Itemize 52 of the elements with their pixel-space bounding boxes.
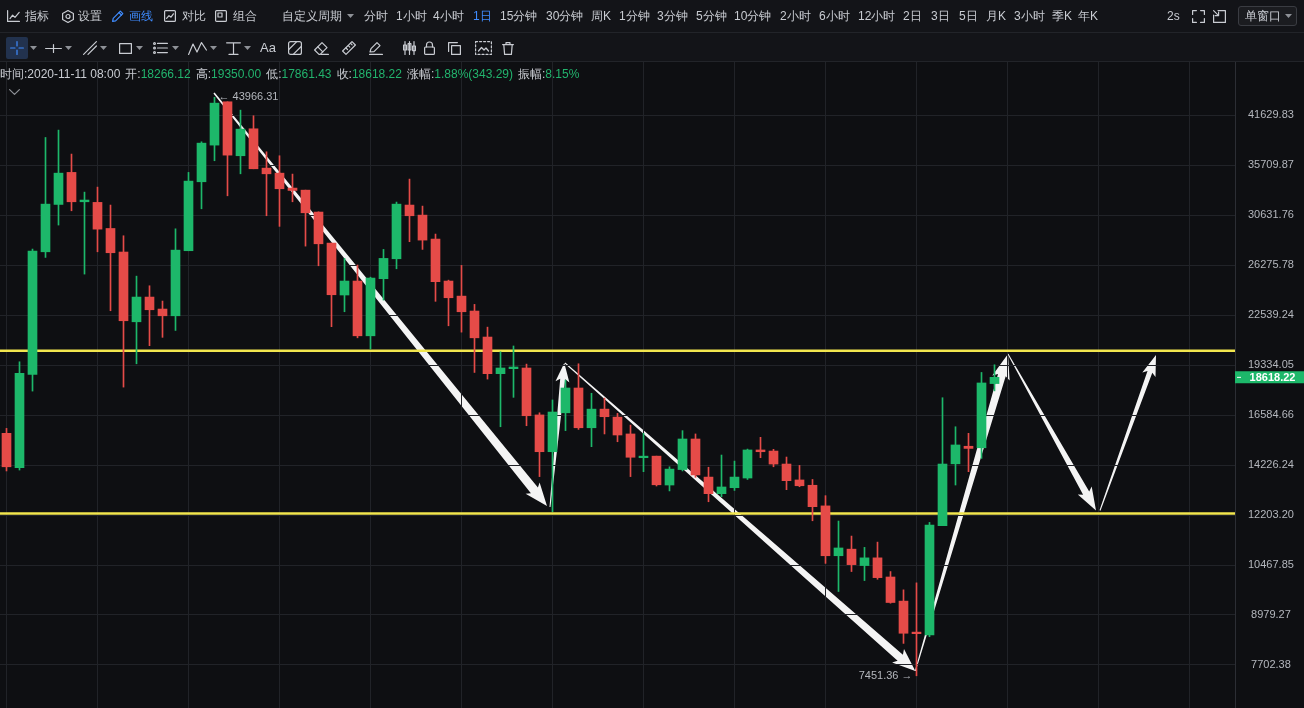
text: 3分钟 bbox=[657, 8, 688, 24]
text: 15分钟 bbox=[500, 8, 538, 24]
text: 5分钟 bbox=[696, 8, 727, 24]
annotation: 高:19350.00 bbox=[195, 66, 262, 82]
text: 4小时 bbox=[433, 8, 464, 24]
annotation: 振幅:8.15% bbox=[518, 66, 580, 82]
text: 18618.22 bbox=[1249, 370, 1296, 383]
text: 指标 bbox=[25, 8, 49, 24]
annotation: 时间:2020-11-11 08:00 bbox=[0, 66, 121, 82]
y-tick-label: 8979.27 bbox=[1251, 608, 1291, 621]
text: 季K bbox=[1052, 8, 1073, 24]
text: 设置 bbox=[78, 8, 102, 24]
text: 年K bbox=[1078, 8, 1099, 24]
text: 10分钟 bbox=[734, 8, 772, 24]
text: 分时 bbox=[364, 8, 388, 24]
text: Aa bbox=[260, 40, 276, 56]
y-tick-label: 22539.24 bbox=[1247, 308, 1294, 321]
text: 6小时 bbox=[819, 8, 850, 24]
text: 月K bbox=[986, 8, 1007, 24]
annotation: 开:18266.12 bbox=[125, 66, 191, 82]
y-tick-label: 14226.24 bbox=[1247, 458, 1294, 471]
y-tick-label: 41629.83 bbox=[1247, 108, 1294, 121]
text: 3小时 bbox=[1014, 8, 1045, 24]
y-tick-label: 26275.78 bbox=[1247, 258, 1294, 271]
text: 画线 bbox=[129, 8, 153, 24]
text: 2小时 bbox=[780, 8, 811, 24]
text: 周K bbox=[591, 8, 612, 24]
dropdown: 单窗口 bbox=[1238, 6, 1297, 26]
text: 1小时 bbox=[396, 8, 427, 24]
annotation: 低:17861.43 bbox=[266, 66, 332, 82]
annotation: 涨幅:1.88%(343.29) bbox=[406, 66, 514, 82]
y-tick-label: 35709.87 bbox=[1247, 158, 1294, 171]
text: 1日 bbox=[473, 8, 492, 24]
text: 3日 bbox=[931, 8, 950, 24]
text: 2日 bbox=[903, 8, 922, 24]
y-tick-label: 19334.05 bbox=[1247, 358, 1294, 371]
text: 组合 bbox=[233, 8, 257, 24]
y-tick-label: 16584.66 bbox=[1247, 408, 1294, 421]
text: 2s bbox=[1167, 8, 1180, 24]
text: 5日 bbox=[959, 8, 978, 24]
text: 12小时 bbox=[858, 8, 896, 24]
annotation: ← 43966.31 bbox=[218, 90, 279, 103]
annotation: 7451.36 → bbox=[858, 668, 913, 681]
text: 30分钟 bbox=[546, 8, 584, 24]
text: 1分钟 bbox=[619, 8, 650, 24]
y-tick-label: 7702.38 bbox=[1251, 658, 1291, 671]
text: 收: bbox=[336, 67, 352, 81]
text: 对比 bbox=[182, 8, 206, 24]
y-tick-label: 12203.20 bbox=[1247, 508, 1294, 521]
y-tick-label: 10467.85 bbox=[1247, 558, 1294, 571]
text: 自定义周期 bbox=[282, 8, 342, 24]
y-tick-label: 30631.76 bbox=[1247, 208, 1294, 221]
